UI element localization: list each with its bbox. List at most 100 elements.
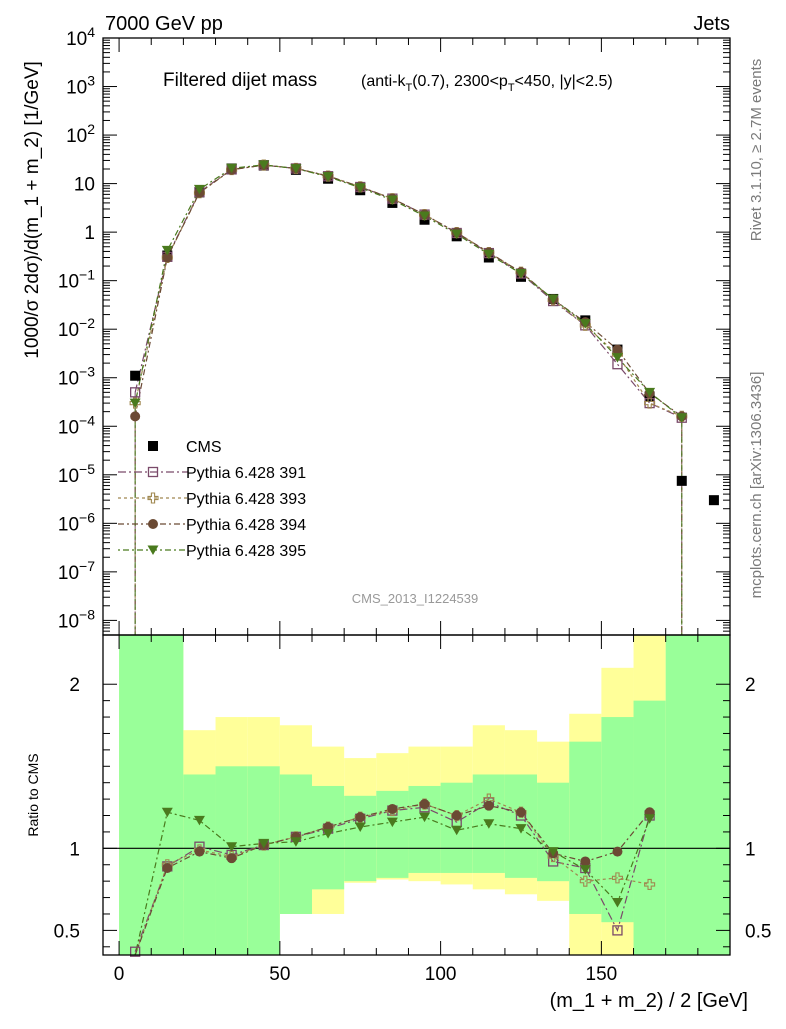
legend-marker-2 — [147, 492, 159, 504]
main-point-s4-8 — [386, 195, 398, 205]
x-tick-label-1: 50 — [269, 964, 290, 985]
ratio-point-s3-8 — [387, 803, 398, 814]
y-tick-label-11: 10−7 — [58, 558, 95, 584]
mcplots-label: mcplots.cern.ch [arXiv:1306.3436] — [748, 372, 765, 599]
subtitle-part-3: (0.7), 2300<p — [412, 73, 508, 90]
ratio-point-s3-3 — [226, 853, 237, 864]
legend-label-3: Pythia 6.428 394 — [186, 517, 306, 534]
main-point-s1-0 — [130, 387, 141, 398]
legend-marker-1 — [147, 466, 159, 478]
ratio-band-green-6 — [344, 795, 377, 882]
ratio-y-tick-label-left-2: 2 — [69, 675, 80, 696]
y-tick-label-2: 102 — [66, 121, 95, 147]
main-point-s0-17 — [676, 475, 687, 486]
main-point-s4-11 — [483, 249, 495, 260]
ratio-point-s4-7 — [354, 822, 366, 832]
ratio-band-green-12 — [537, 782, 570, 882]
main-point-s4-15 — [611, 353, 623, 363]
ratio-line-1 — [134, 801, 651, 952]
main-point-s3-15 — [612, 344, 623, 355]
legend: CMS Pythia 6.428 391 Pythia 6.428 393 Pythi… — [118, 439, 306, 560]
main-point-s2-16 — [644, 397, 656, 409]
ratio-point-s4-10 — [451, 825, 463, 836]
main-line-1 — [134, 164, 683, 419]
ratio-band-green-13 — [569, 741, 602, 914]
ratio-frame — [102, 634, 731, 956]
y-tick-label-9: 10−5 — [58, 461, 95, 487]
ratio-point-s4-16 — [644, 814, 656, 824]
x-tick-label-3: 150 — [586, 964, 618, 985]
main-point-s4-3 — [226, 163, 238, 174]
y-axis-label-ratio: Ratio to CMS — [25, 753, 41, 836]
main-point-s4-9 — [419, 211, 431, 221]
rivet-label: Rivet 3.1.10, ≥ 2.7M events — [748, 59, 765, 242]
x-tick-label-0: 0 — [114, 964, 125, 985]
ratio-point-s3-10 — [451, 810, 462, 821]
ratio-point-s4-5 — [290, 837, 302, 847]
chart-title-group: Filtered dijet mass (anti-kT(0.7), 2300<… — [163, 70, 613, 94]
main-point-s4-0 — [129, 398, 141, 409]
main-point-s4-17 — [676, 413, 688, 423]
y-tick-label-7: 10−3 — [58, 364, 95, 390]
ratio-y-tick-label-left-1: 1 — [69, 839, 80, 860]
chart-title: Filtered dijet mass — [163, 70, 317, 91]
subtitle-part-2: T — [405, 82, 412, 94]
ratio-band-green-14 — [601, 717, 634, 923]
ratio-band-green-7 — [376, 790, 409, 878]
ratio-y-tick-label-right-0: 0.5 — [745, 921, 771, 942]
main-point-s3-0 — [130, 411, 141, 422]
ratio-point-s4-14 — [579, 865, 591, 875]
ratio-series-markers — [130, 793, 656, 957]
main-point-s4-16 — [644, 387, 656, 398]
ratio-point-s4-6 — [322, 829, 334, 839]
ratio-y-tick-label-right-2: 2 — [745, 675, 756, 696]
header-left: 7000 GeV pp — [105, 13, 223, 35]
header-right: Jets — [693, 13, 730, 35]
legend-label-0: CMS — [186, 439, 222, 456]
ratio-y-tick-label-left-0: 0.5 — [54, 921, 80, 942]
y-tick-label-0: 104 — [66, 24, 95, 50]
main-point-s3-1 — [162, 252, 173, 263]
ratio-point-s4-13 — [547, 847, 559, 857]
main-point-s4-13 — [547, 294, 559, 304]
y-tick-label-12: 10−8 — [58, 606, 95, 632]
y-tick-label-10: 10−6 — [58, 509, 95, 535]
ratio-band-green-0 — [119, 635, 184, 955]
main-point-s4-7 — [354, 183, 366, 193]
subtitle-part-5: <450, |y|<2.5) — [515, 73, 613, 90]
ratio-point-s2-15 — [611, 872, 624, 884]
ratio-point-s3-14 — [580, 856, 591, 867]
ratio-point-s1-0 — [130, 946, 141, 957]
main-point-s0-18 — [708, 495, 719, 506]
ratio-point-s4-8 — [386, 817, 398, 828]
main-point-s4-4 — [258, 160, 270, 170]
main-series-lines — [134, 164, 683, 635]
ratio-point-s2-16 — [644, 878, 656, 890]
axis-ticks: 0 50 100 15010410310210110−110−210−310−410−… — [54, 24, 772, 985]
ratio-point-s4-11 — [483, 819, 495, 829]
ratio-band-green-3 — [247, 766, 280, 955]
main-point-s4-1 — [161, 245, 173, 256]
ratio-band-green-1 — [183, 774, 216, 955]
ratio-point-s1-15 — [612, 925, 623, 936]
y-tick-label-6: 10−2 — [58, 315, 95, 341]
ratio-point-s3-9 — [419, 799, 430, 810]
ratio-point-s4-3 — [226, 842, 238, 852]
ratio-point-s3-12 — [516, 807, 526, 818]
x-axis-label: (m_1 + m_2) / 2 [GeV] — [550, 990, 748, 1012]
ratio-point-s3-15 — [612, 846, 623, 857]
x-tick-label-2: 100 — [425, 964, 457, 985]
subtitle-part-1: (anti-k — [361, 73, 406, 90]
ratio-point-s3-11 — [483, 800, 494, 811]
y-tick-label-4: 1 — [84, 223, 95, 244]
ratio-point-s4-15 — [611, 897, 623, 908]
ratio-uncertainty-bands — [119, 635, 730, 955]
ratio-y-tick-label-right-1: 1 — [745, 839, 756, 860]
legend-marker-0 — [148, 441, 158, 451]
ratio-point-s4-9 — [419, 812, 431, 823]
y-axis-label-main: 1000/σ 2dσ)/d(m_1 + m_2) [1/GeV] — [22, 61, 43, 359]
ratio-point-s4-12 — [515, 824, 527, 834]
main-line-4 — [134, 164, 683, 419]
main-line-3 — [134, 164, 683, 417]
